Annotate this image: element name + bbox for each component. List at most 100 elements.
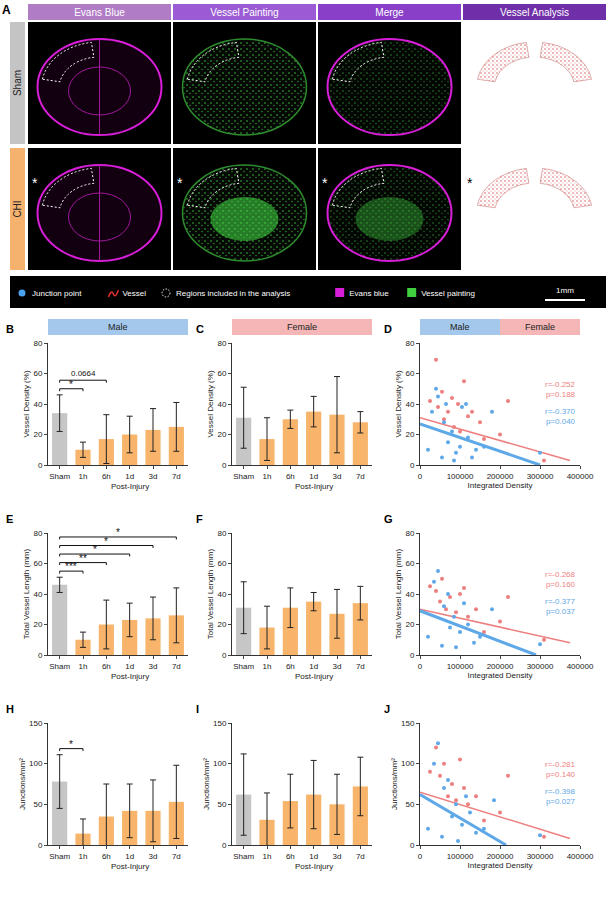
svg-text:80: 80: [217, 529, 226, 538]
svg-text:1d: 1d: [309, 472, 318, 481]
svg-text:*: *: [32, 175, 38, 191]
svg-text:r=-0.252p=0.188: r=-0.252p=0.188: [545, 380, 576, 399]
svg-text:Merge: Merge: [375, 7, 404, 18]
svg-text:3d: 3d: [149, 662, 158, 671]
svg-text:20: 20: [33, 620, 42, 629]
svg-text:6h: 6h: [286, 662, 295, 671]
svg-text:60: 60: [217, 369, 226, 378]
svg-text:6h: 6h: [102, 852, 111, 861]
svg-text:100000: 100000: [447, 852, 474, 861]
svg-text:E: E: [6, 513, 13, 525]
svg-text:1h: 1h: [79, 662, 88, 671]
svg-text:7d: 7d: [356, 472, 365, 481]
svg-text:r=-0.377p=0.037: r=-0.377p=0.037: [545, 597, 576, 616]
svg-text:Female: Female: [287, 322, 317, 332]
svg-text:100: 100: [213, 759, 227, 768]
svg-text:80: 80: [33, 339, 42, 348]
svg-text:150: 150: [213, 719, 227, 728]
svg-text:0.0664: 0.0664: [71, 369, 96, 378]
svg-text:60: 60: [405, 559, 414, 568]
svg-text:60: 60: [33, 559, 42, 568]
svg-text:1h: 1h: [263, 662, 272, 671]
svg-text:r=-0.398p=0.027: r=-0.398p=0.027: [545, 787, 576, 806]
svg-text:Junctions/mm²: Junctions/mm²: [18, 758, 27, 810]
svg-text:1d: 1d: [309, 852, 318, 861]
svg-text:20: 20: [405, 620, 414, 629]
svg-text:1h: 1h: [79, 852, 88, 861]
svg-text:7d: 7d: [172, 852, 181, 861]
svg-text:3d: 3d: [333, 662, 342, 671]
svg-text:6h: 6h: [286, 472, 295, 481]
svg-text:3d: 3d: [333, 472, 342, 481]
svg-text:D: D: [384, 323, 392, 335]
svg-text:7d: 7d: [172, 662, 181, 671]
svg-text:Vessel: Vessel: [122, 289, 146, 298]
svg-text:Evans blue: Evans blue: [349, 289, 389, 298]
svg-text:200000: 200000: [487, 852, 514, 861]
svg-text:B: B: [6, 323, 14, 335]
svg-text:150: 150: [401, 719, 415, 728]
svg-text:H: H: [6, 703, 14, 715]
svg-text:80: 80: [405, 529, 414, 538]
svg-text:Male: Male: [108, 322, 128, 332]
svg-text:0: 0: [38, 651, 43, 660]
svg-text:300000: 300000: [527, 662, 554, 671]
svg-text:r=-0.268p=0.160: r=-0.268p=0.160: [545, 570, 576, 589]
svg-text:80: 80: [33, 529, 42, 538]
svg-text:7d: 7d: [356, 852, 365, 861]
svg-text:Vessel Density (%): Vessel Density (%): [22, 370, 31, 437]
svg-text:J: J: [384, 703, 390, 715]
svg-text:Vessel Painting: Vessel Painting: [210, 7, 278, 18]
svg-text:6h: 6h: [286, 852, 295, 861]
svg-text:***: ***: [65, 561, 77, 572]
svg-text:40: 40: [405, 590, 414, 599]
svg-text:20: 20: [217, 620, 226, 629]
svg-text:*: *: [177, 175, 183, 191]
svg-text:0: 0: [222, 841, 227, 850]
svg-text:r=-0.281p=0.140: r=-0.281p=0.140: [545, 760, 576, 779]
svg-text:Post-Injury: Post-Injury: [295, 482, 333, 491]
svg-text:0: 0: [410, 841, 415, 850]
svg-text:50: 50: [33, 800, 42, 809]
svg-text:400000: 400000: [567, 662, 594, 671]
svg-text:400000: 400000: [567, 852, 594, 861]
svg-text:60: 60: [405, 369, 414, 378]
svg-text:40: 40: [33, 400, 42, 409]
svg-text:40: 40: [217, 590, 226, 599]
svg-text:A: A: [2, 3, 11, 17]
svg-text:CHI: CHI: [12, 200, 23, 217]
svg-text:Post-Injury: Post-Injury: [111, 672, 149, 681]
svg-text:60: 60: [33, 369, 42, 378]
svg-text:Sham: Sham: [233, 852, 254, 861]
svg-text:100: 100: [29, 759, 43, 768]
svg-text:*: *: [69, 739, 73, 750]
svg-text:Post-Injury: Post-Injury: [295, 672, 333, 681]
svg-text:0: 0: [418, 472, 423, 481]
svg-text:0: 0: [418, 662, 423, 671]
svg-text:Total Vessel Length (mm): Total Vessel Length (mm): [394, 549, 403, 640]
svg-text:Junctions/mm²: Junctions/mm²: [390, 758, 399, 810]
svg-text:6h: 6h: [102, 472, 111, 481]
svg-text:Sham: Sham: [49, 852, 70, 861]
svg-text:Integrated Density: Integrated Density: [468, 481, 533, 490]
svg-text:1mm: 1mm: [556, 286, 574, 295]
svg-text:*: *: [104, 536, 108, 547]
svg-text:1d: 1d: [125, 662, 134, 671]
svg-text:0: 0: [38, 461, 43, 470]
svg-text:80: 80: [405, 339, 414, 348]
svg-text:80: 80: [217, 339, 226, 348]
svg-text:C: C: [196, 323, 204, 335]
svg-text:Evans Blue: Evans Blue: [74, 7, 125, 18]
svg-text:Female: Female: [525, 322, 555, 332]
svg-text:*: *: [467, 175, 473, 191]
svg-text:Male: Male: [450, 322, 470, 332]
svg-text:Vessel Density (%): Vessel Density (%): [206, 370, 215, 437]
svg-text:Junction point: Junction point: [32, 289, 82, 298]
svg-text:Sham: Sham: [49, 662, 70, 671]
svg-text:1d: 1d: [125, 852, 134, 861]
svg-text:7d: 7d: [356, 662, 365, 671]
svg-text:1h: 1h: [263, 852, 272, 861]
svg-text:20: 20: [405, 430, 414, 439]
svg-text:*: *: [116, 527, 120, 538]
svg-text:7d: 7d: [172, 472, 181, 481]
